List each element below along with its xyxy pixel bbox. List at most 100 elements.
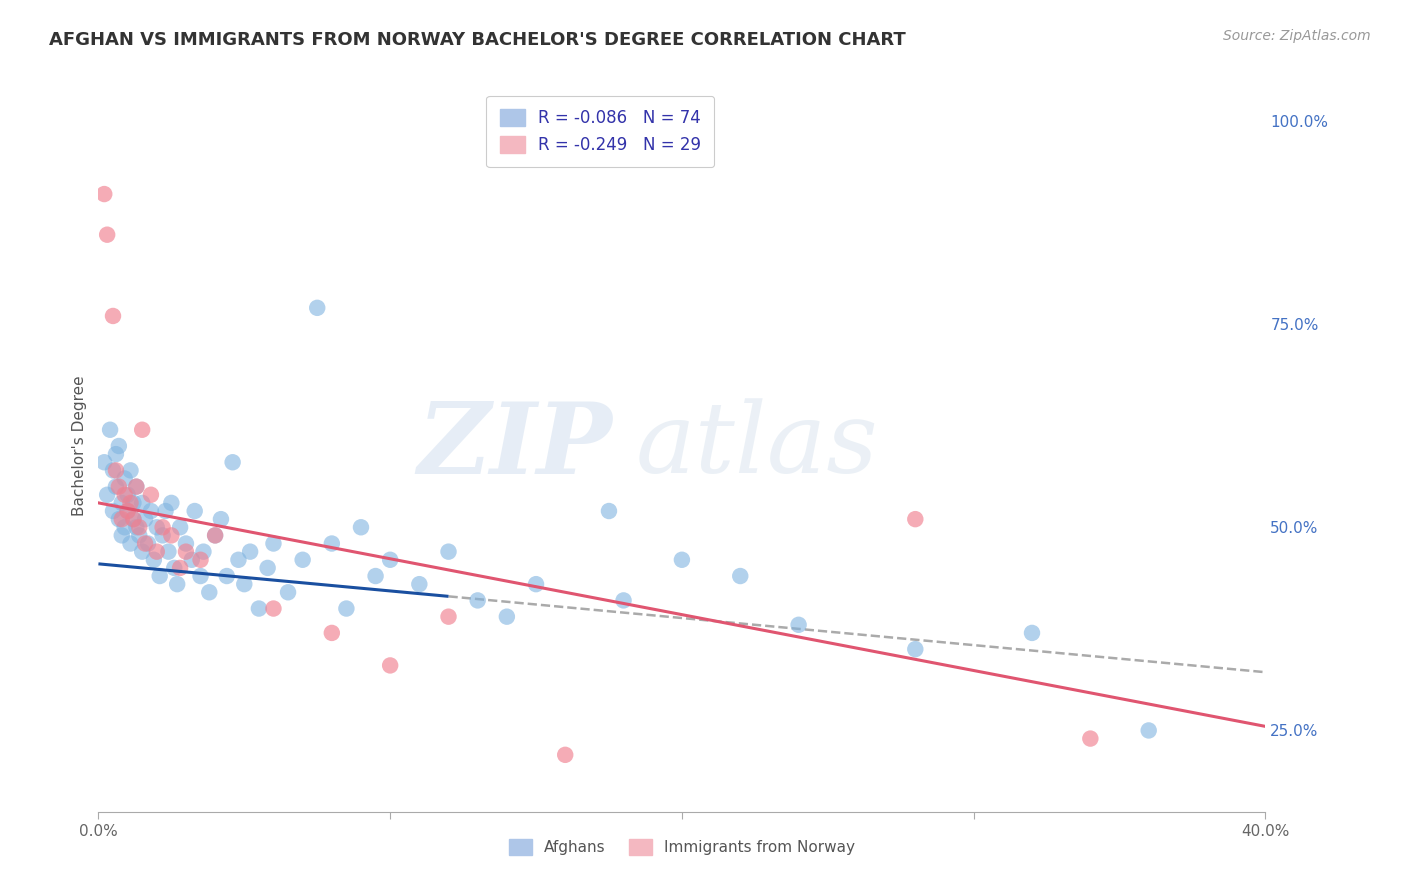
Point: [730, 569, 752, 583]
Point: [146, 544, 169, 558]
Point: [155, 504, 177, 518]
Point: [108, 512, 131, 526]
Point: [117, 504, 139, 518]
Point: [98, 423, 121, 437]
Point: [111, 512, 134, 526]
Point: [142, 553, 165, 567]
Point: [104, 463, 127, 477]
Point: [221, 455, 243, 469]
Point: [204, 528, 226, 542]
Point: [146, 520, 169, 534]
Point: [152, 528, 174, 542]
Legend: Afghans, Immigrants from Norway: Afghans, Immigrants from Norway: [502, 831, 862, 863]
Point: [120, 536, 142, 550]
Point: [108, 480, 131, 494]
Point: [554, 747, 576, 762]
Text: Source: ZipAtlas.com: Source: ZipAtlas.com: [1223, 29, 1371, 43]
Point: [380, 658, 402, 673]
Point: [437, 609, 460, 624]
Point: [128, 520, 150, 534]
Point: [163, 561, 186, 575]
Point: [408, 577, 430, 591]
Point: [101, 463, 124, 477]
Point: [190, 569, 212, 583]
Point: [247, 601, 270, 615]
Point: [139, 504, 162, 518]
Point: [122, 512, 145, 526]
Point: [204, 528, 226, 542]
Point: [96, 488, 118, 502]
Point: [120, 463, 142, 477]
Point: [111, 528, 134, 542]
Point: [125, 480, 148, 494]
Point: [190, 553, 212, 567]
Point: [277, 585, 299, 599]
Point: [1021, 626, 1043, 640]
Point: [183, 504, 205, 518]
Point: [101, 504, 124, 518]
Point: [101, 309, 124, 323]
Point: [120, 496, 142, 510]
Point: [134, 536, 156, 550]
Point: [262, 601, 284, 615]
Point: [193, 544, 215, 558]
Point: [209, 512, 232, 526]
Point: [321, 626, 343, 640]
Point: [152, 520, 174, 534]
Point: [104, 480, 127, 494]
Point: [262, 536, 284, 550]
Point: [1137, 723, 1160, 738]
Point: [904, 642, 927, 657]
Point: [125, 520, 148, 534]
Point: [108, 439, 131, 453]
Point: [215, 569, 238, 583]
Point: [198, 585, 221, 599]
Point: [380, 553, 402, 567]
Point: [160, 528, 183, 542]
Point: [904, 512, 927, 526]
Point: [117, 488, 139, 502]
Point: [128, 528, 150, 542]
Point: [96, 227, 118, 242]
Point: [524, 577, 547, 591]
Point: [321, 536, 343, 550]
Point: [239, 544, 262, 558]
Point: [157, 544, 180, 558]
Point: [233, 577, 256, 591]
Point: [169, 561, 191, 575]
Point: [256, 561, 278, 575]
Point: [364, 569, 387, 583]
Point: [114, 488, 136, 502]
Point: [111, 496, 134, 510]
Point: [149, 569, 172, 583]
Point: [93, 455, 115, 469]
Point: [169, 520, 191, 534]
Point: [467, 593, 489, 607]
Point: [228, 553, 250, 567]
Point: [117, 504, 139, 518]
Text: atlas: atlas: [636, 399, 877, 493]
Point: [350, 520, 373, 534]
Point: [787, 617, 810, 632]
Point: [598, 504, 620, 518]
Point: [291, 553, 314, 567]
Point: [612, 593, 634, 607]
Point: [122, 512, 145, 526]
Point: [134, 512, 156, 526]
Point: [671, 553, 693, 567]
Point: [104, 447, 127, 461]
Point: [166, 577, 188, 591]
Point: [131, 423, 153, 437]
Point: [335, 601, 357, 615]
Point: [496, 609, 519, 624]
Point: [1080, 731, 1102, 746]
Point: [131, 544, 153, 558]
Point: [174, 544, 197, 558]
Y-axis label: Bachelor's Degree: Bachelor's Degree: [72, 376, 87, 516]
Point: [114, 520, 136, 534]
Point: [139, 488, 162, 502]
Point: [437, 544, 460, 558]
Point: [307, 301, 329, 315]
Point: [114, 471, 136, 485]
Point: [180, 553, 202, 567]
